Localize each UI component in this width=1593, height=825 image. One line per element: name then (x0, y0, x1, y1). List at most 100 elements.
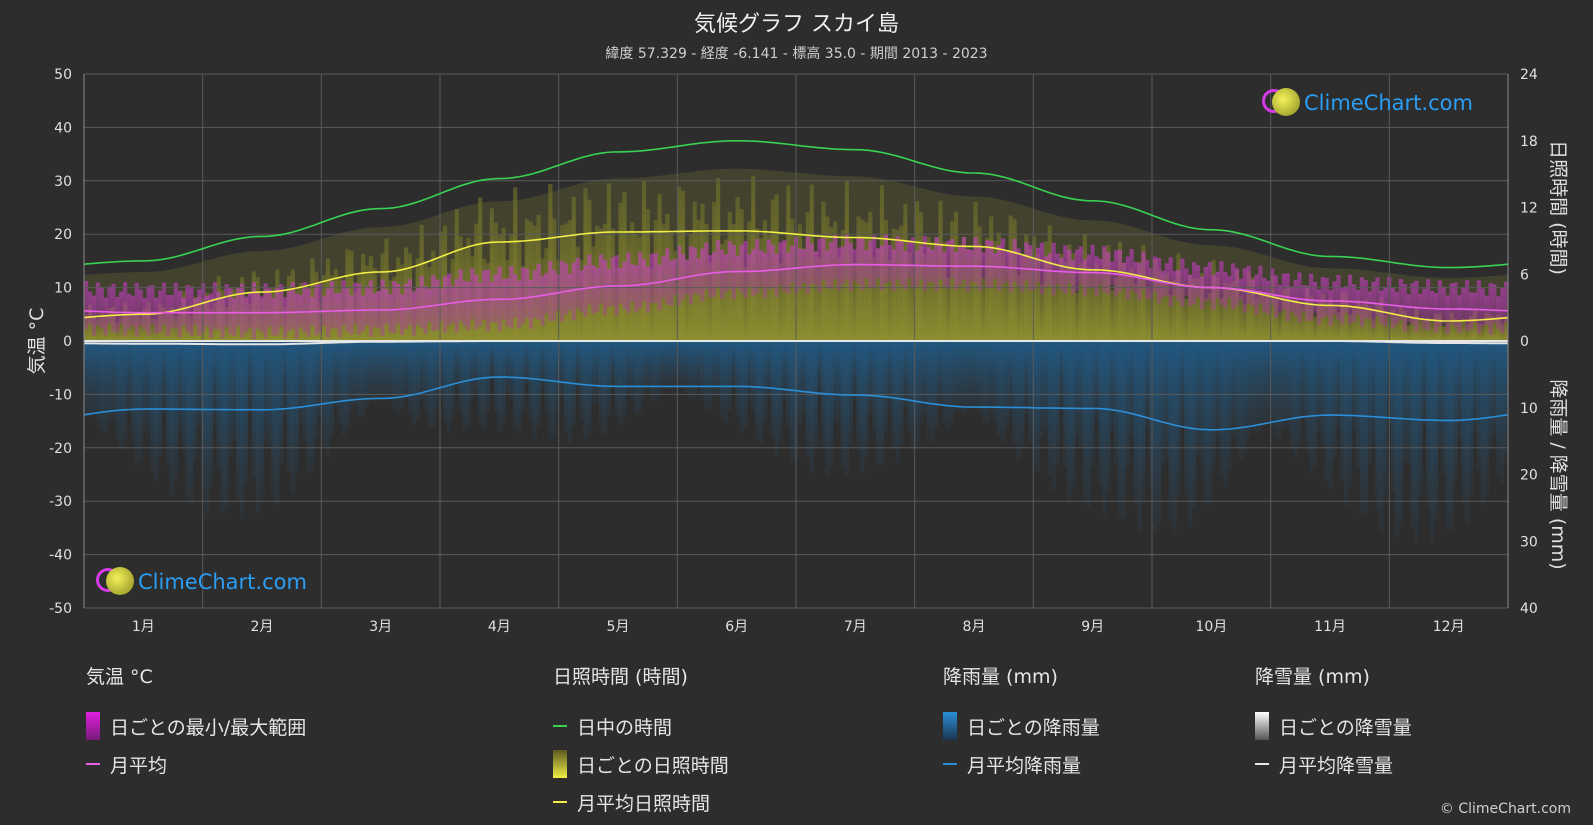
daily-sunshine-bar (684, 259, 690, 341)
daily-temp-range-bar (942, 252, 947, 287)
daily-rain-bar (840, 341, 846, 470)
daily-rain-bar (879, 341, 885, 465)
daily-rain-bar (989, 341, 994, 413)
daily-temp-range-bar (119, 291, 124, 324)
daily-temp-range-bar (1188, 274, 1193, 307)
daily-rain-bar (1106, 341, 1111, 495)
logo-top[interactable]: ClimeChart.com (1262, 88, 1473, 118)
daily-rain-bar (1012, 341, 1017, 446)
daily-temp-range-bar (325, 288, 331, 338)
daily-rain-bar (1355, 341, 1361, 469)
daily-temp-range-bar (755, 239, 760, 294)
daily-temp-range-bar (1082, 259, 1087, 297)
temp-tick-label: 0 (63, 334, 72, 350)
daily-rain-bar (645, 341, 650, 390)
daily-rain-bar (540, 341, 545, 391)
daily-temp-range-bar (548, 261, 553, 322)
daily-rain-bar (836, 341, 842, 426)
daily-rain-bar (1000, 341, 1006, 442)
daily-sunshine-bar (817, 257, 822, 341)
daily-temp-range-bar (1453, 282, 1458, 328)
daily-temp-range-bar (926, 247, 931, 283)
daily-rain-bar (1188, 341, 1193, 527)
daily-temp-range-bar (458, 269, 463, 322)
daily-temp-range-bar (1297, 272, 1302, 323)
daily-rain-bar (1344, 341, 1349, 507)
daily-sunshine-bar (1344, 292, 1349, 341)
temp-tick-label: -50 (49, 601, 72, 617)
daily-rain-bar (961, 341, 967, 414)
daily-rain-bar (505, 341, 510, 394)
daily-sunshine-bar (1297, 304, 1302, 341)
daily-temp-range-bar (189, 286, 194, 336)
daily-temp-range-bar (790, 246, 795, 283)
daily-sunshine-bar (1492, 316, 1497, 341)
daily-temp-range-bar (575, 257, 580, 309)
month-label: 4月 (488, 619, 511, 635)
daily-temp-range-bar (462, 280, 467, 327)
daily-sunshine-bar (173, 315, 178, 341)
daily-temp-range-bar (1320, 277, 1325, 318)
daily-temp-range-bar (1195, 265, 1201, 298)
daily-temp-range-bar (645, 266, 650, 313)
daily-temp-range-bar (154, 297, 159, 334)
daily-rain-bar (1067, 341, 1072, 501)
daily-sunshine-bar (1277, 312, 1283, 341)
daily-rain-bar (1090, 341, 1095, 468)
daily-sunshine-bar (1472, 309, 1478, 341)
month-label: 5月 (607, 619, 630, 635)
daily-temp-range-bar (1441, 286, 1446, 324)
daily-rain-bar (177, 341, 182, 431)
daily-rain-bar (439, 341, 444, 397)
swatch (553, 725, 567, 727)
daily-sunshine-bar (743, 266, 748, 341)
daily-temp-range-bar (1207, 262, 1212, 301)
daily-rain-bar (1168, 341, 1173, 521)
daily-sunshine-bar (1332, 306, 1337, 341)
daily-temp-range-bar (392, 281, 397, 334)
daily-temp-range-bar (1394, 291, 1400, 325)
daily-rain-bar (977, 341, 982, 415)
daily-temp-range-bar (224, 284, 229, 327)
daily-sunshine-bar (1051, 272, 1056, 341)
precip-tick-label: 10 (1520, 401, 1538, 417)
daily-sunshine-bar (1441, 326, 1446, 341)
daily-rain-bar (637, 341, 643, 412)
daily-rain-bar (509, 341, 514, 401)
daily-temp-range-bar (567, 273, 572, 311)
daily-temp-range-bar (173, 282, 178, 328)
daily-temp-range-bar (294, 293, 299, 339)
daily-temp-range-bar (228, 287, 233, 335)
daily-sunshine-bar (1238, 295, 1244, 341)
daily-rain-bar (903, 341, 908, 408)
daily-rain-bar (895, 341, 900, 463)
daily-sunshine-bar (1406, 324, 1411, 341)
daily-temp-range-bar (259, 296, 264, 332)
daily-rain-bar (1285, 341, 1290, 430)
daily-rain-bar (868, 341, 873, 414)
daily-rain-bar (1297, 341, 1302, 445)
daily-rain-bar (1500, 341, 1505, 484)
daily-rain-bar (1289, 341, 1294, 449)
daily-temp-range-bar (193, 298, 198, 325)
daily-rain-bar (1141, 341, 1146, 500)
daily-temp-range-bar (1472, 292, 1478, 323)
daily-temp-range-bar (380, 279, 385, 337)
daily-rain-bar (965, 341, 970, 410)
daily-temp-range-bar (1437, 280, 1442, 327)
daily-sunshine-bar (138, 316, 143, 341)
daily-temp-range-bar (181, 297, 186, 326)
daily-temp-range-bar (517, 280, 522, 329)
daily-temp-range-bar (1433, 293, 1439, 333)
daily-rain-bar (950, 341, 955, 424)
daily-sunshine-bar (1480, 324, 1485, 341)
daily-temp-range-bar (1406, 294, 1411, 322)
daily-temp-range-bar (922, 235, 927, 291)
logo-bottom[interactable]: ClimeChart.com (96, 567, 307, 597)
daily-rain-bar (1145, 341, 1150, 428)
daily-rain-bar (189, 341, 194, 503)
legend-sunshine: 日照時間 (時間) 日中の時間 日ごとの日照時間 月平均日照時間 (553, 662, 729, 821)
daylight-line (83, 140, 1509, 269)
daily-temp-range-bar (236, 288, 241, 327)
daily-temp-range-bar (279, 284, 284, 327)
